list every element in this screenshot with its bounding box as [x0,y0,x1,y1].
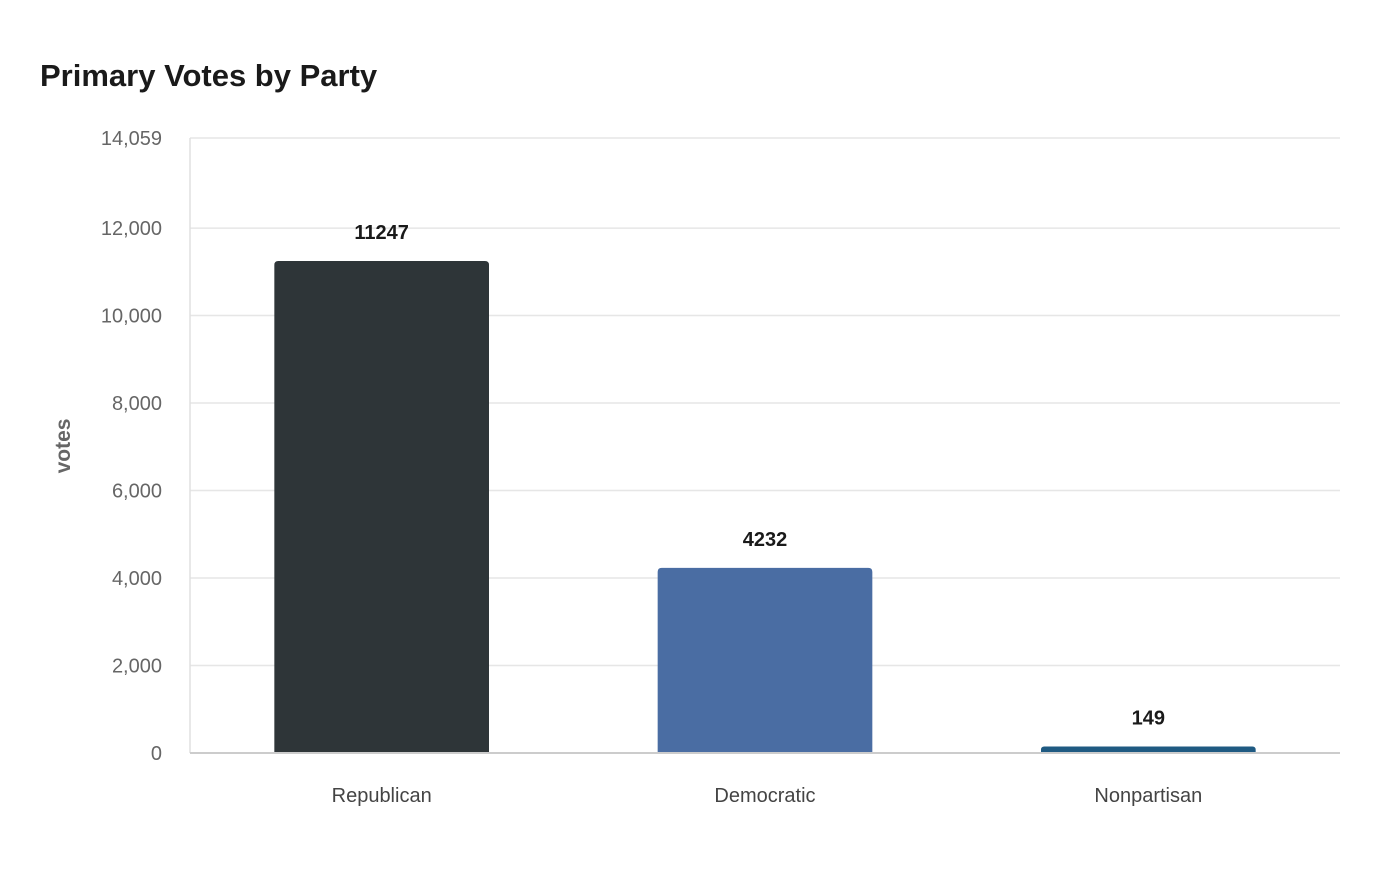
y-tick-label: 12,000 [101,218,162,240]
data-label: 11247 [354,222,409,244]
bar-republican[interactable] [274,261,489,753]
y-tick-label: 10,000 [101,306,162,328]
y-tick-label: 14,059 [101,128,162,150]
bar-nonpartisan[interactable] [1041,746,1256,753]
y-tick-label: 0 [151,743,162,765]
data-labels: 11247 4232 149 [354,222,1165,729]
category-label: Republican [332,785,432,807]
chart-title: Primary Votes by Party [40,58,378,93]
x-tick-labels: Republican Democratic Nonpartisan [332,785,1203,807]
y-tick-label: 6,000 [112,481,162,503]
y-tick-label: 8,000 [112,393,162,415]
data-label: 149 [1132,707,1165,729]
axes [189,138,1340,754]
y-tick-labels: 0 2,000 4,000 6,000 8,000 10,000 12,000 14,059 [101,128,162,765]
category-label: Nonpartisan [1094,785,1202,807]
y-tick-label: 2,000 [112,656,162,678]
y-axis-title: votes [52,419,75,474]
data-label: 4232 [743,529,788,551]
bar-democratic[interactable] [657,567,873,753]
bars [274,261,1256,753]
y-tick-label: 4,000 [112,568,162,590]
category-label: Democratic [714,785,815,807]
